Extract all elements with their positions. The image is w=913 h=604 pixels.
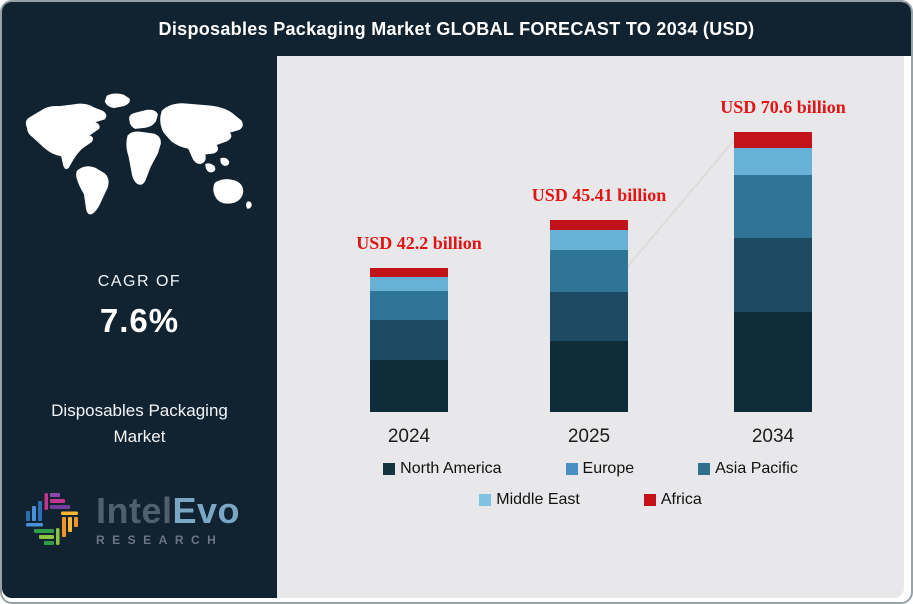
bar-segment-asia-pacific — [550, 250, 628, 293]
value-label-2025: USD 45.41 billion — [531, 185, 667, 205]
logo-subtitle: RESEARCH — [96, 532, 224, 547]
legend-item-europe: Europe — [565, 460, 635, 478]
bar-segment-africa — [734, 132, 812, 148]
bar-segment-north-america — [734, 312, 812, 412]
cagr-value: 7.6% — [99, 302, 180, 339]
market-name: Disposables Packaging Market — [2, 398, 277, 450]
logo-name-part2: Evo — [172, 489, 241, 531]
legend-item-middle-east: Middle East — [479, 491, 580, 509]
bar-segment-europe — [550, 292, 628, 342]
bar-segment-north-america — [550, 341, 628, 412]
bar-segment-africa — [550, 220, 628, 231]
legend-swatch-icon — [383, 463, 396, 475]
bar-segment-middle-east — [370, 277, 448, 291]
bar-segment-europe — [734, 238, 812, 313]
legend-label: Africa — [660, 491, 702, 508]
cagr-label: CAGR OF — [97, 273, 182, 290]
legend-swatch-icon — [698, 463, 711, 475]
chart-plot: USD 42.2 billion 2024 USD 45.41 billion 202… — [277, 56, 904, 598]
legend-swatch-icon — [479, 494, 492, 506]
page-title: Disposables Packaging Market GLOBAL FORE… — [158, 18, 755, 39]
bar-segment-asia-pacific — [734, 175, 812, 239]
bar-segment-europe — [370, 320, 448, 360]
year-label-2025: 2025 — [567, 426, 611, 447]
logo-name: IntelEvo — [96, 489, 241, 531]
bar-segment-middle-east — [550, 230, 628, 251]
legend-swatch-icon — [565, 463, 578, 475]
market-name-line1: Disposables Packaging — [51, 401, 228, 420]
logo-text: IntelEvo RESEARCH — [96, 489, 241, 547]
bar-2034 — [734, 132, 812, 412]
bar-2025 — [550, 220, 628, 412]
legend-row: North America Europe Asia Pacific — [277, 460, 904, 478]
logo-name-part1: Intel — [96, 489, 173, 531]
bar-segment-africa — [370, 268, 448, 278]
logo-icon — [26, 493, 78, 545]
bar-segment-asia-pacific — [370, 290, 448, 321]
value-label-2034: USD 70.6 billion — [720, 97, 846, 117]
legend-swatch-icon — [643, 494, 656, 506]
legend-label: North America — [400, 460, 502, 477]
chart-legend: North America Europe Asia Pacific Middle Ea… — [277, 460, 904, 522]
bar-segment-north-america — [370, 359, 448, 412]
legend-label: Asia Pacific — [715, 460, 798, 477]
chart-panel: USD 42.2 billion 2024 USD 45.41 billion 202… — [277, 56, 904, 598]
legend-row: Middle East Africa — [277, 491, 904, 509]
world-map — [18, 90, 258, 218]
value-label-2024: USD 42.2 billion — [356, 233, 482, 253]
market-name-line2: Market — [113, 427, 166, 446]
bar-segment-middle-east — [734, 147, 812, 176]
year-label-2034: 2034 — [751, 426, 795, 447]
legend-item-africa: Africa — [643, 491, 702, 509]
logo: IntelEvo RESEARCH — [20, 476, 270, 562]
legend-label: Middle East — [496, 491, 580, 508]
year-label-2024: 2024 — [387, 426, 431, 447]
legend-label: Europe — [582, 460, 635, 477]
legend-item-north-america: North America — [383, 460, 502, 478]
bar-2024 — [370, 268, 448, 412]
legend-item-asia-pacific: Asia Pacific — [698, 460, 798, 478]
world-map-icon — [25, 93, 252, 215]
